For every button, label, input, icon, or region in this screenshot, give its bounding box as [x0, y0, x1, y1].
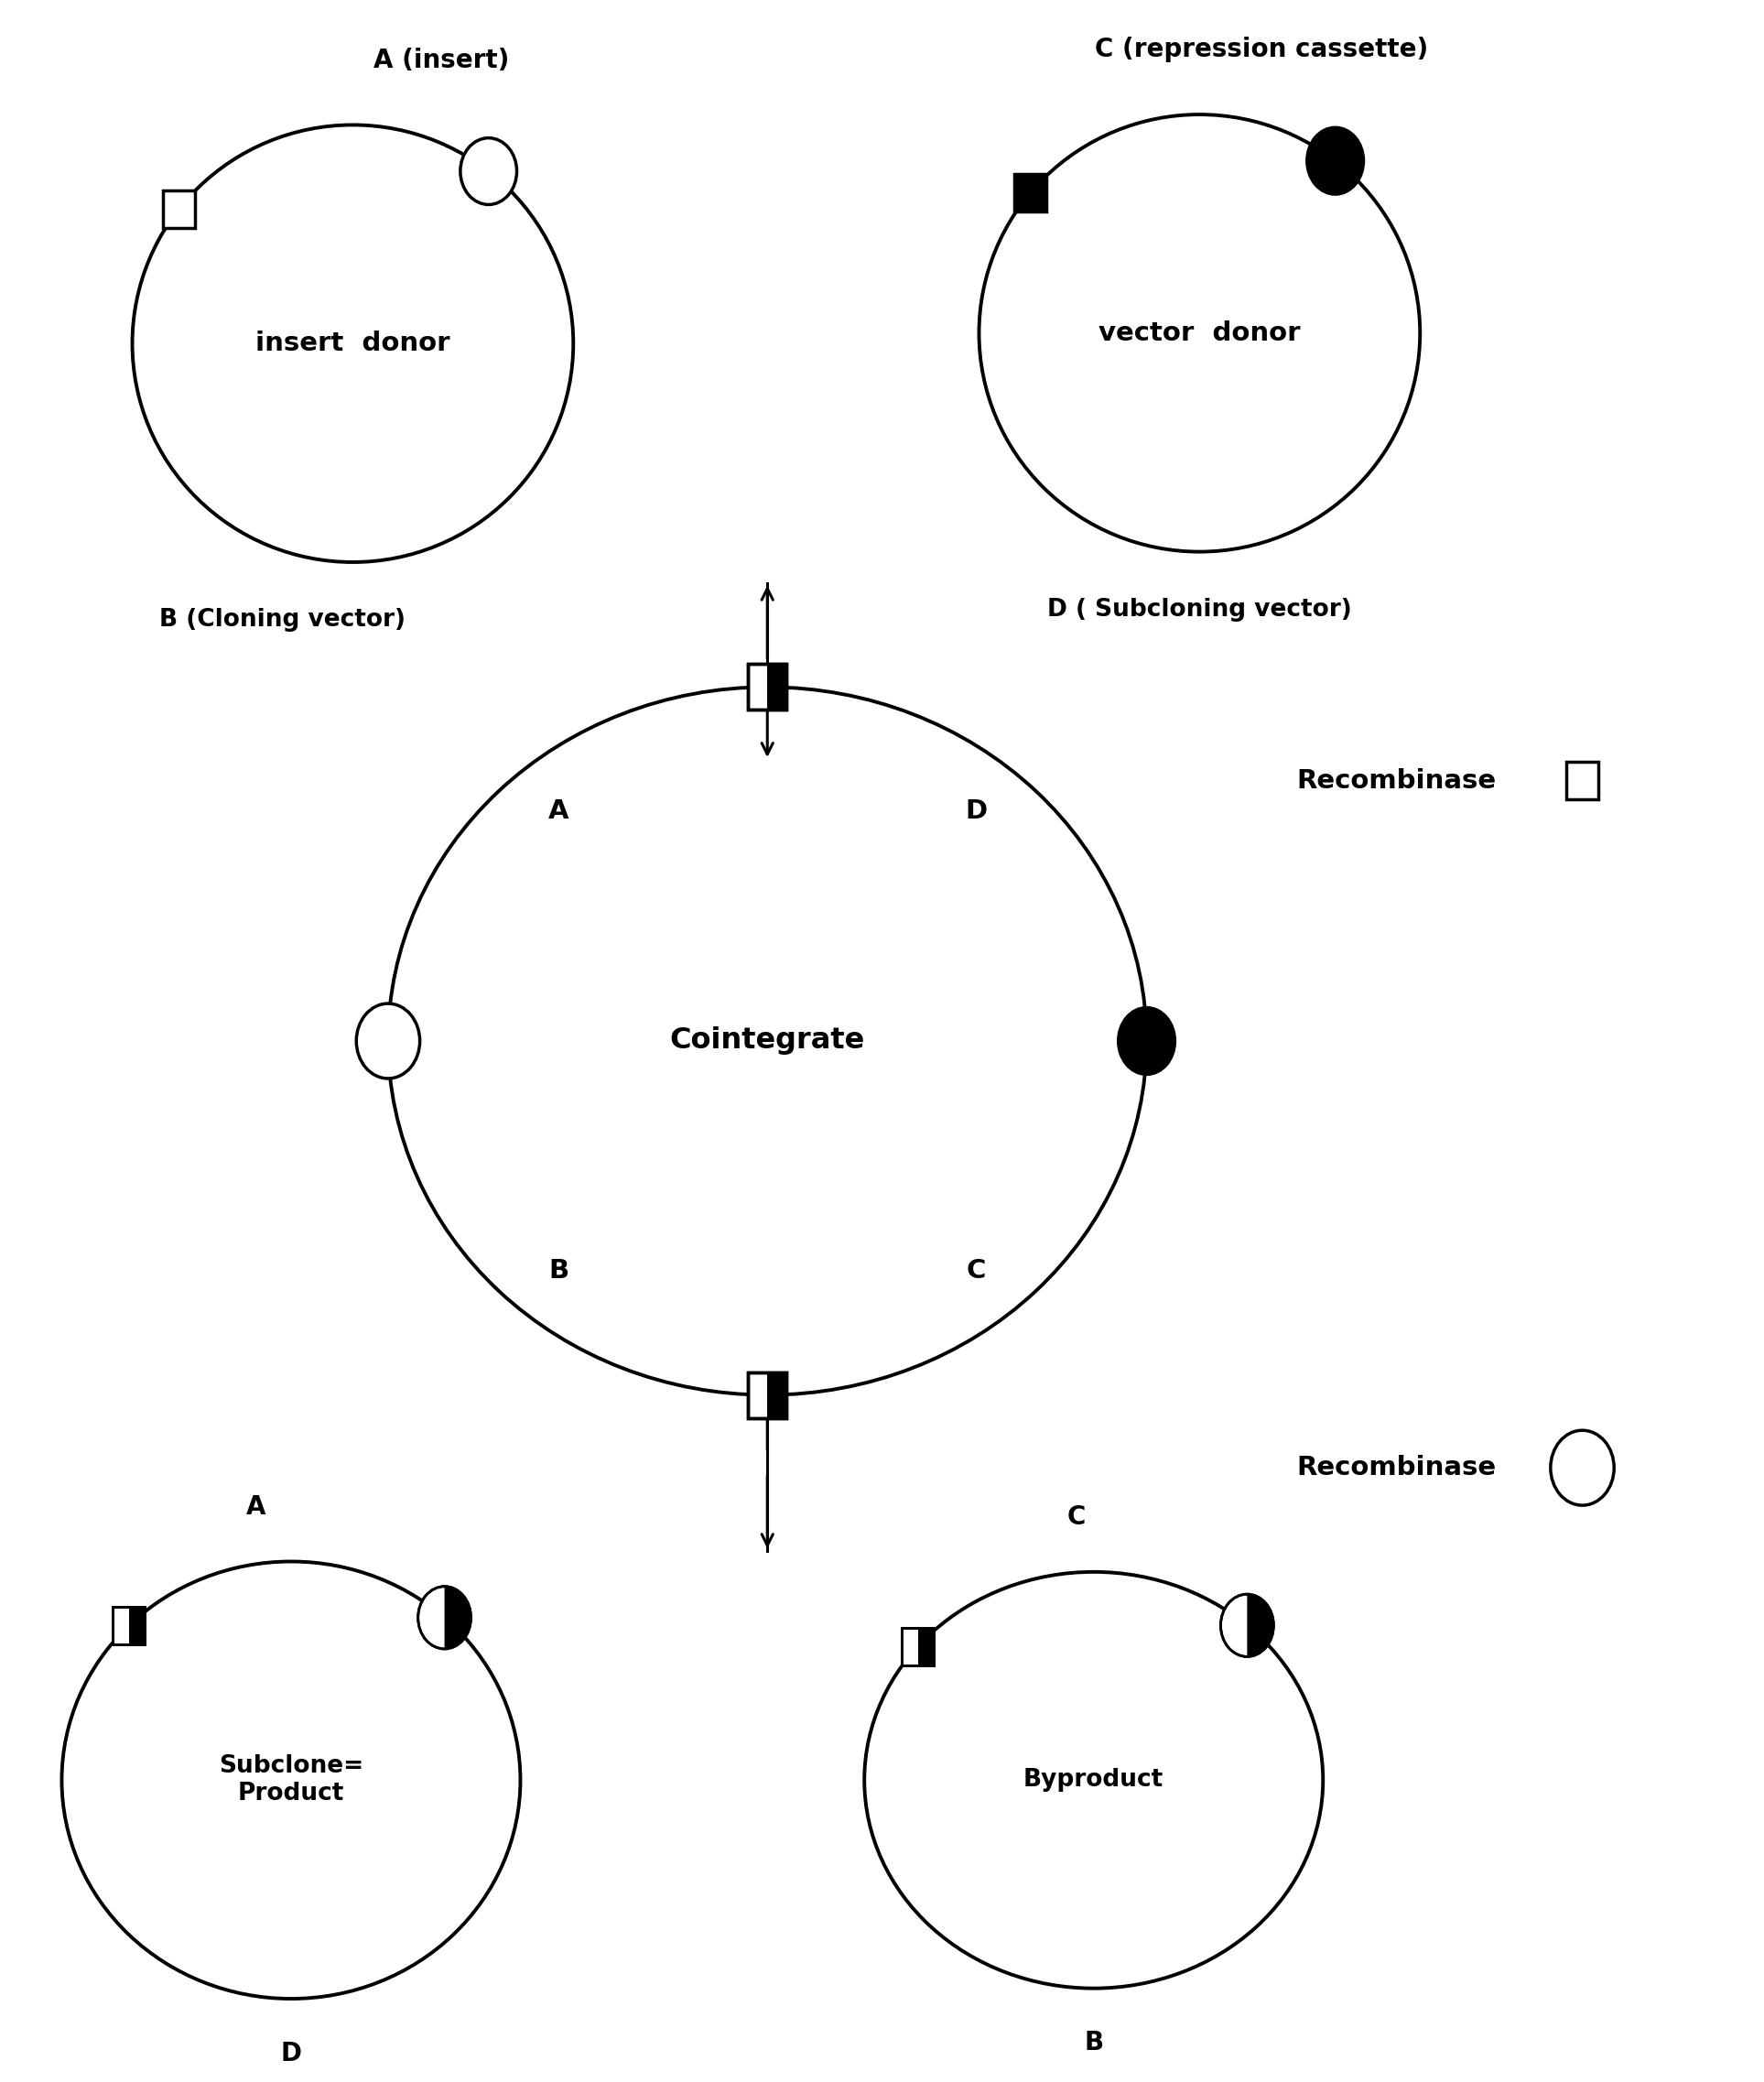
Ellipse shape	[388, 687, 1147, 1395]
Text: C (repression cassette): C (repression cassette)	[1094, 37, 1429, 62]
Bar	[1566, 762, 1598, 799]
Circle shape	[460, 137, 517, 204]
Text: D ( Subcloning vector): D ( Subcloning vector)	[1048, 598, 1351, 620]
Bar	[1014, 175, 1046, 212]
Ellipse shape	[132, 125, 573, 562]
Text: insert  donor: insert donor	[256, 331, 450, 356]
Polygon shape	[917, 1628, 933, 1666]
Text: B (Cloning vector): B (Cloning vector)	[159, 608, 406, 631]
Bar	[748, 664, 787, 710]
Text: A (insert): A (insert)	[374, 48, 508, 73]
Text: C: C	[1067, 1505, 1085, 1530]
Circle shape	[1551, 1430, 1614, 1505]
Text: A: A	[549, 797, 570, 824]
Wedge shape	[1247, 1595, 1274, 1657]
Circle shape	[1307, 127, 1364, 194]
Bar	[901, 1628, 933, 1666]
Text: Cointegrate: Cointegrate	[670, 1026, 864, 1056]
Text: vector  donor: vector donor	[1099, 321, 1300, 346]
Ellipse shape	[979, 115, 1420, 552]
Bar	[748, 664, 787, 710]
Text: Recombinase: Recombinase	[1297, 768, 1496, 793]
Circle shape	[1221, 1595, 1274, 1657]
Bar	[748, 1372, 787, 1418]
Text: D: D	[280, 2040, 302, 2065]
Bar	[113, 1607, 145, 1645]
Text: Subclone=
Product: Subclone= Product	[219, 1755, 363, 1805]
Bar	[162, 189, 194, 227]
Polygon shape	[129, 1607, 145, 1645]
Text: B: B	[1085, 2030, 1102, 2055]
Circle shape	[1118, 1008, 1175, 1074]
Bar	[748, 1372, 787, 1418]
Text: Byproduct: Byproduct	[1023, 1768, 1164, 1793]
Circle shape	[418, 1586, 471, 1649]
Bar	[113, 1607, 145, 1645]
Text: C: C	[967, 1258, 986, 1285]
Polygon shape	[767, 1372, 787, 1418]
Polygon shape	[767, 664, 787, 710]
Ellipse shape	[864, 1572, 1323, 1988]
Ellipse shape	[62, 1562, 520, 1999]
Text: Recombinase: Recombinase	[1297, 1455, 1496, 1480]
Text: B: B	[549, 1258, 568, 1285]
Wedge shape	[445, 1586, 471, 1649]
Circle shape	[356, 1004, 420, 1078]
Text: D: D	[965, 797, 988, 824]
Text: A: A	[245, 1495, 266, 1520]
Bar	[901, 1628, 933, 1666]
